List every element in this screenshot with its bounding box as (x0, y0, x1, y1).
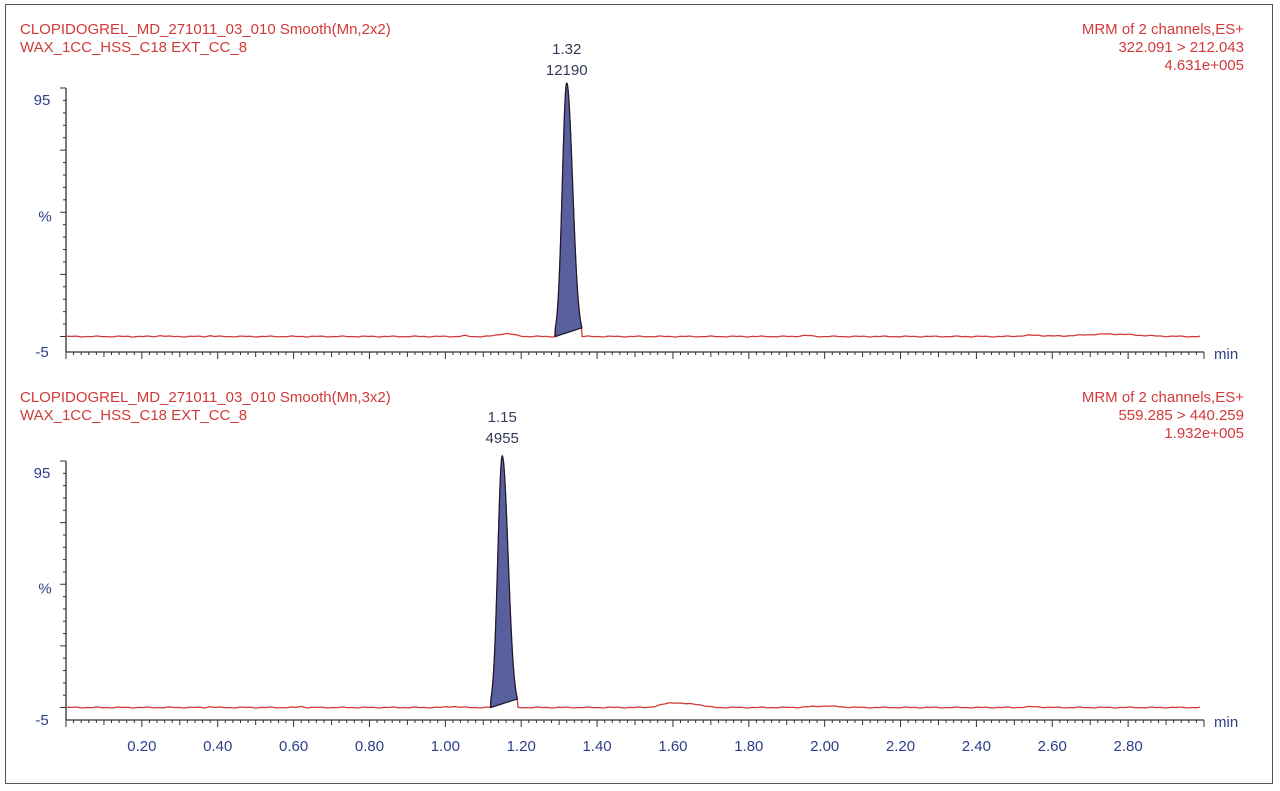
peak-retention-time: 1.15 (488, 409, 517, 426)
peak-area-value: 12190 (546, 62, 588, 79)
header-right-line-1: MRM of 2 channels,ES+ (1082, 389, 1244, 406)
header-right-line-1: MRM of 2 channels,ES+ (1082, 21, 1244, 38)
header-right-line-2: 559.285 > 440.259 (1118, 407, 1244, 424)
header-left-line-1: CLOPIDOGREL_MD_271011_03_010 Smooth(Mn,2… (20, 21, 391, 38)
peak-area (490, 455, 519, 709)
x-tick-label: 1.40 (582, 738, 611, 755)
peak-retention-time: 1.32 (552, 41, 581, 58)
x-tick-label: 1.80 (734, 738, 763, 755)
x-tick-label: 0.20 (127, 738, 156, 755)
x-tick-label: 0.80 (355, 738, 384, 755)
header-left-line-2: WAX_1CC_HSS_C18 EXT_CC_8 (20, 407, 247, 424)
x-tick-label: 2.40 (962, 738, 991, 755)
header-left-line-2: WAX_1CC_HSS_C18 EXT_CC_8 (20, 39, 247, 56)
x-tick-label: 1.20 (507, 738, 536, 755)
y-label-percent: % (38, 580, 51, 597)
header-right-line-2: 322.091 > 212.043 (1118, 39, 1244, 56)
x-axis-unit: min (1214, 346, 1238, 363)
y-label-top: 95 (34, 465, 51, 482)
x-tick-label: 1.60 (658, 738, 687, 755)
x-tick-label: 0.40 (203, 738, 232, 755)
x-tick-label: 2.80 (1114, 738, 1143, 755)
y-label-bottom: -5 (35, 712, 48, 729)
chromatogram-panel-2: CLOPIDOGREL_MD_271011_03_010 Smooth(Mn,3… (20, 389, 1244, 731)
y-label-bottom: -5 (35, 344, 48, 361)
chromatogram-panel-1: CLOPIDOGREL_MD_271011_03_010 Smooth(Mn,2… (20, 21, 1244, 363)
x-tick-label: 2.20 (886, 738, 915, 755)
peak-area (554, 82, 583, 338)
x-tick-label: 2.60 (1038, 738, 1067, 755)
header-left-line-1: CLOPIDOGREL_MD_271011_03_010 Smooth(Mn,3… (20, 389, 391, 406)
x-axis-unit: min (1214, 714, 1238, 731)
x-tick-label: 0.60 (279, 738, 308, 755)
trace-line (65, 82, 1201, 338)
chromatogram-frame (5, 4, 1273, 784)
y-label-top: 95 (34, 92, 51, 109)
peak-area-value: 4955 (486, 430, 519, 447)
header-right-line-3: 4.631e+005 (1164, 57, 1244, 74)
x-tick-label: 1.00 (431, 738, 460, 755)
x-tick-label: 2.00 (810, 738, 839, 755)
header-right-line-3: 1.932e+005 (1164, 425, 1244, 442)
y-label-percent: % (38, 208, 51, 225)
trace-line (65, 454, 1201, 709)
